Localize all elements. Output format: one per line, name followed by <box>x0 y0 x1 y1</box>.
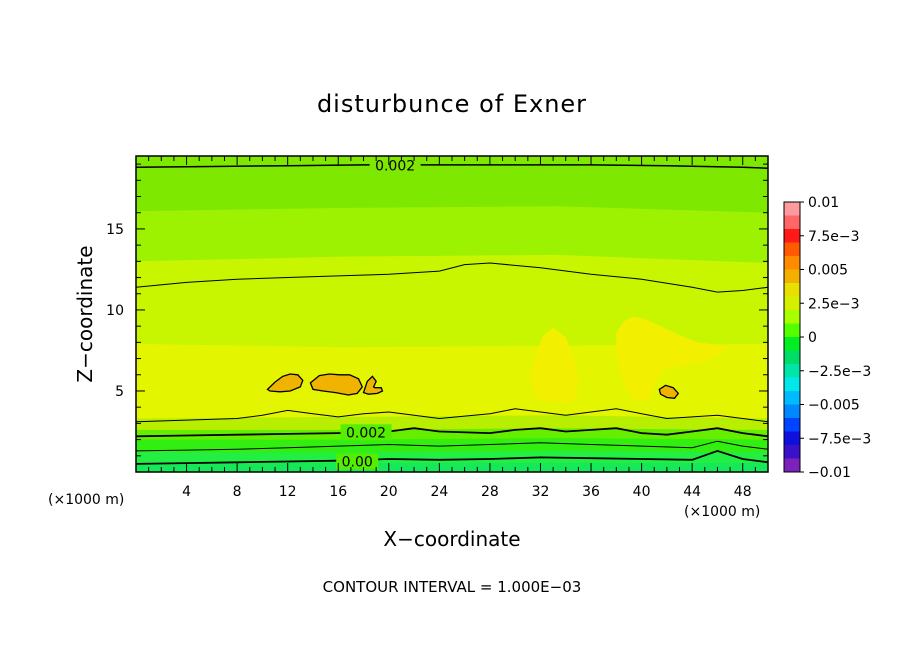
contour-line-2 <box>136 262 768 293</box>
x-tick-label: 4 <box>182 484 191 500</box>
colorbar-swatch <box>784 431 800 446</box>
contour-label-bg <box>336 453 379 470</box>
chart-title: disturbunce of Exner <box>317 90 587 118</box>
highlight-region-1 <box>530 327 579 404</box>
x-tick-label: 16 <box>329 484 347 500</box>
contour-label-3: 0.00 <box>342 454 373 470</box>
colorbar-label: 2.5e−3 <box>808 296 860 312</box>
y-tick-label: 15 <box>106 222 124 238</box>
x-tick-label: 24 <box>430 484 448 500</box>
colorbar-swatch <box>784 458 800 473</box>
colorbar-swatch <box>784 418 800 432</box>
colorbar-label: −0.005 <box>808 398 860 414</box>
y-axis-label: Z−coordinate <box>73 245 97 382</box>
colorbar-label: −2.5e−3 <box>808 364 871 380</box>
x-tick-label: 28 <box>481 484 499 500</box>
x-tick-label: 20 <box>380 484 398 500</box>
y-tick-label: 5 <box>115 384 124 400</box>
contour-line-4 <box>136 427 768 438</box>
colorbar-swatch <box>784 350 800 365</box>
contour-label-bg <box>340 424 392 441</box>
colorbar-swatch <box>784 256 800 270</box>
x-tick-label: 36 <box>582 484 600 500</box>
colorbar-label: −0.01 <box>808 465 851 481</box>
colorbar-swatch <box>784 215 800 230</box>
colorbar-label: −7.5e−3 <box>808 431 871 447</box>
colorbar-swatch <box>784 202 800 216</box>
colorbar-swatch <box>784 391 800 405</box>
colorbar-swatch <box>784 445 800 459</box>
colorbar-swatch <box>784 229 800 243</box>
colorbar-label: 7.5e−3 <box>808 229 860 245</box>
x-tick-label: 48 <box>734 484 752 500</box>
x-unit-label-left: (×1000 m) <box>48 492 124 508</box>
colorbar-swatch <box>784 269 800 284</box>
contour-label-1: 0.002 <box>375 159 415 175</box>
x-tick-label: 40 <box>633 484 651 500</box>
x-tick-label: 32 <box>532 484 550 500</box>
x-unit-label-right: (×1000 m) <box>684 504 760 520</box>
contour-line-5 <box>136 440 768 452</box>
highlight-region-2 <box>616 316 728 401</box>
closed-contour-1 <box>266 373 304 393</box>
x-axis-ticks: 4 8 12 16 20 24 28 32 36 40 44 48 <box>148 156 756 500</box>
x-tick-label: 8 <box>233 484 242 500</box>
contour-lines <box>136 164 768 465</box>
colorbar-label: 0.005 <box>808 263 848 279</box>
closed-contour-3 <box>362 375 384 395</box>
closed-contour-2 <box>309 373 364 396</box>
contour-label-bg <box>369 157 421 174</box>
x-tick-label: 12 <box>279 484 297 500</box>
x-tick-label: 44 <box>683 484 701 500</box>
contour-line-6 <box>136 449 768 465</box>
colorbar: 0.01 7.5e−3 0.005 2.5e−3 0 −2.5e−3 −0.005 −7.5e… <box>783 195 871 481</box>
colorbar-swatch <box>784 283 800 297</box>
colorbar-swatch <box>784 296 800 311</box>
colorbar-swatch <box>784 364 800 378</box>
closed-contour-4 <box>658 384 680 399</box>
y-axis-ticks: 5 10 15 <box>106 163 768 457</box>
colorbar-label: 0 <box>808 330 817 346</box>
colorbar-swatch <box>784 404 800 419</box>
contour-line-1 <box>136 164 768 169</box>
contour-line-3 <box>136 408 768 423</box>
colorbar-label: 0.01 <box>808 195 839 211</box>
colorbar-swatch <box>784 310 800 324</box>
x-axis-label: X−coordinate <box>383 527 520 551</box>
colorbar-swatch <box>784 323 800 338</box>
contour-label-2: 0.002 <box>346 425 386 441</box>
filled-contour-bands <box>136 156 768 472</box>
colorbar-swatch <box>784 377 800 392</box>
contour-interval-note: CONTOUR INTERVAL = 1.000E−03 <box>323 578 582 596</box>
y-tick-label: 10 <box>106 303 124 319</box>
colorbar-swatch <box>784 337 800 351</box>
contour-labels: 0.002 0.002 0.00 <box>336 157 421 470</box>
colorbar-swatch <box>784 242 800 257</box>
